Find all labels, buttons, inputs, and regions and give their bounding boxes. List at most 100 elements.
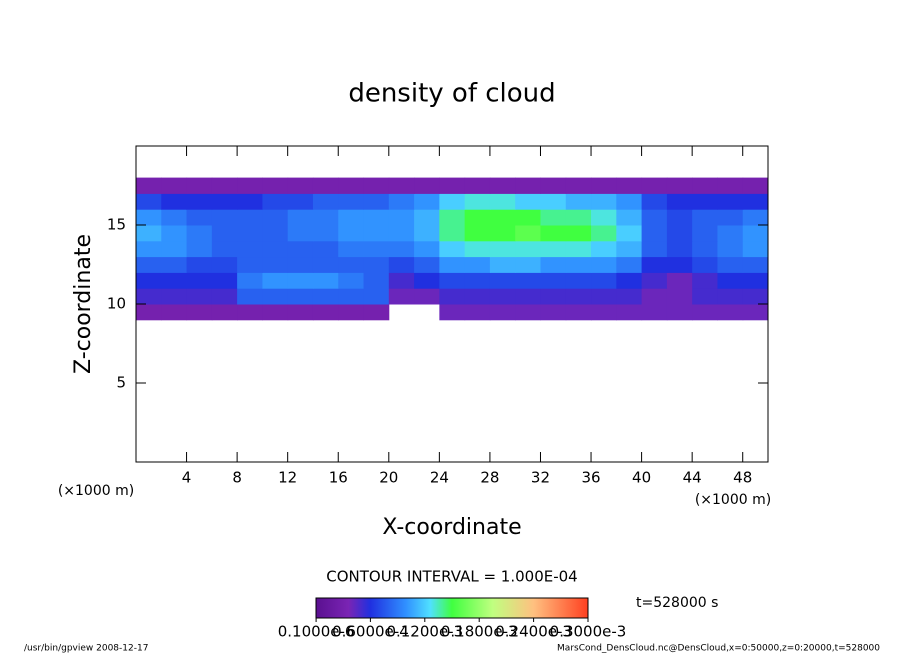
colorbar-tick-label: 0.6000e-4 (332, 623, 409, 641)
heatmap-cell (565, 304, 592, 321)
heatmap-cell (186, 225, 213, 242)
heatmap-cell (338, 177, 365, 194)
heatmap-cell (136, 272, 162, 289)
heatmap-cell (565, 209, 592, 226)
heatmap-cell (641, 256, 668, 273)
heatmap-cell (237, 240, 263, 258)
heatmap-cell (515, 288, 541, 305)
heatmap-cell (287, 193, 314, 210)
footer-right: MarsCond_DensCloud.nc@DensCloud,x=0:5000… (557, 644, 880, 654)
heatmap-cell (136, 304, 162, 321)
heatmap-cell (439, 256, 466, 273)
heatmap-cell (262, 209, 289, 226)
heatmap-cell (692, 240, 718, 258)
heatmap-cell (565, 225, 592, 242)
heatmap-cell (161, 209, 188, 226)
heatmap-cell (515, 193, 541, 210)
heatmap-cell (237, 304, 263, 321)
heatmap-cell (742, 256, 769, 273)
heatmap-cell (692, 288, 718, 305)
heatmap-cell (591, 256, 617, 273)
heatmap-cell (363, 304, 390, 321)
heatmap-cell (666, 177, 693, 194)
heatmap-cell (717, 177, 744, 194)
colorbar-tick-label: 0.2400e-3 (495, 623, 572, 641)
heatmap-cell (692, 272, 718, 289)
heatmap-cell (388, 240, 415, 258)
heatmap-cell (161, 272, 188, 289)
heatmap-cell (312, 193, 339, 210)
y-unit: (×1000 m) (58, 483, 134, 499)
heatmap-cell (414, 256, 440, 273)
heatmap-cell (237, 225, 263, 242)
heatmap-cell (237, 193, 263, 210)
heatmap-cell (439, 288, 466, 305)
colorbar (315, 597, 589, 619)
heatmap-cell (489, 177, 516, 194)
x-tick-label: 4 (182, 469, 192, 487)
heatmap-cell (262, 304, 289, 321)
heatmap-cell (439, 304, 466, 321)
heatmap-cell (136, 240, 162, 258)
heatmap-cell (717, 304, 744, 321)
heatmap-cell (186, 272, 213, 289)
heatmap-cell (262, 240, 289, 258)
heatmap-cell (312, 304, 339, 321)
contour-interval: CONTOUR INTERVAL = 1.000E-04 (326, 568, 577, 586)
heatmap-cell (565, 177, 592, 194)
x-unit: (×1000 m) (695, 492, 771, 508)
heatmap-cell (489, 288, 516, 305)
heatmap-cell (414, 209, 440, 226)
heatmap-cell (363, 177, 390, 194)
heatmap-cell (186, 193, 213, 210)
heatmap-cell (565, 288, 592, 305)
heatmap-cell (717, 272, 744, 289)
heatmap-cell (717, 288, 744, 305)
heatmap-cell (742, 272, 769, 289)
heatmap-cell (338, 193, 365, 210)
heatmap-cell (464, 240, 491, 258)
heatmap-cell (742, 177, 769, 194)
x-tick-label: 44 (683, 469, 702, 487)
heatmap-cell (136, 209, 162, 226)
heatmap-cell (338, 225, 365, 242)
heatmap (136, 177, 769, 321)
heatmap-cell (262, 272, 289, 289)
heatmap-cell (136, 288, 162, 305)
heatmap-cell (237, 288, 263, 305)
heatmap-cell (363, 288, 390, 305)
heatmap-cell (591, 288, 617, 305)
heatmap-cell (211, 225, 238, 242)
heatmap-cell (666, 225, 693, 242)
heatmap-cell (742, 209, 769, 226)
heatmap-cell (464, 177, 491, 194)
heatmap-cell (414, 272, 440, 289)
heatmap-cell (312, 256, 339, 273)
heatmap-cell (591, 177, 617, 194)
heatmap-cell (186, 256, 213, 273)
heatmap-cell (489, 209, 516, 226)
heatmap-cell (312, 240, 339, 258)
heatmap-cell (666, 193, 693, 210)
heatmap-cell (616, 288, 643, 305)
heatmap-cell (666, 272, 693, 289)
heatmap-cell (211, 193, 238, 210)
heatmap-cell (641, 209, 668, 226)
heatmap-cell (136, 193, 162, 210)
heatmap-cell (414, 225, 440, 242)
heatmap-cell (641, 193, 668, 210)
heatmap-cell (616, 209, 643, 226)
heatmap-cell (211, 288, 238, 305)
heatmap-cell (540, 209, 567, 226)
heatmap-cell (338, 256, 365, 273)
heatmap-cell (439, 193, 466, 210)
heatmap-cell (262, 288, 289, 305)
heatmap-cell (692, 225, 718, 242)
heatmap-cell (161, 177, 188, 194)
heatmap-cell (616, 240, 643, 258)
x-tick-label: 48 (733, 469, 752, 487)
heatmap-cell (287, 272, 314, 289)
y-tick-label: 5 (116, 374, 126, 392)
heatmap-cell (464, 304, 491, 321)
